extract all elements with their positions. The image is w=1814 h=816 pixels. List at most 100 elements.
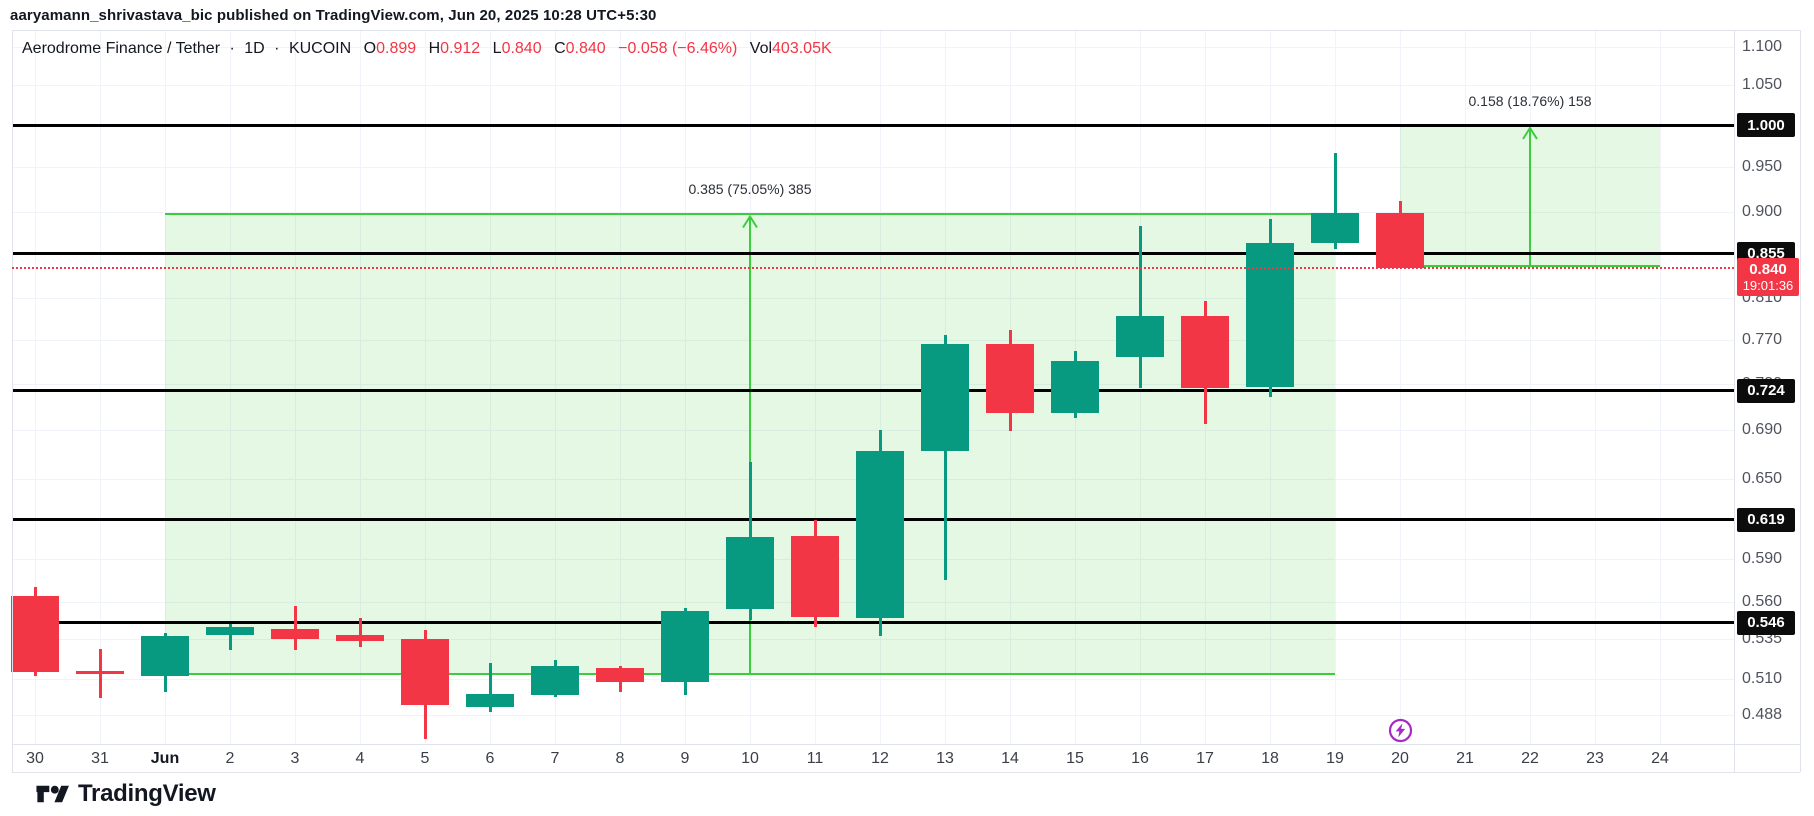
price-axis-tick: 1.050 (1742, 75, 1783, 93)
time-axis-label: 31 (91, 750, 109, 767)
vertical-gridline (555, 30, 556, 744)
vertical-gridline (165, 30, 166, 744)
time-axis-label: 10 (741, 750, 759, 767)
time-axis-separator[interactable] (12, 744, 1800, 745)
time-axis-label: 13 (936, 750, 954, 767)
candle-wick (294, 606, 297, 651)
close-value: 0.840 (565, 40, 606, 57)
candle-body (921, 344, 969, 451)
horizontal-gridline (12, 167, 1734, 169)
time-axis-label: 9 (680, 750, 690, 767)
candle-body (1051, 360, 1099, 413)
time-axis-label: 6 (485, 750, 495, 767)
price-axis-separator[interactable] (1734, 30, 1735, 772)
low-value: 0.840 (501, 40, 542, 57)
candle-body (1116, 315, 1164, 358)
price-range-label: 0.385 (75.05%) 385 (688, 181, 812, 198)
close-label: C (554, 40, 566, 57)
time-axis-label: 23 (1586, 750, 1604, 767)
vertical-gridline (360, 30, 361, 744)
published-header: aaryamann_shrivastava_bic published on T… (0, 0, 1814, 30)
symbol-title[interactable]: Aerodrome Finance / Tether (22, 40, 221, 57)
candle-wick (359, 618, 362, 648)
symbol-legend: Aerodrome Finance / Tether · 1D · KUCOIN… (22, 40, 832, 62)
candle-body (401, 639, 449, 706)
price-axis-tick: 0.900 (1742, 202, 1783, 220)
chart-frame-bottom (12, 772, 1800, 773)
candle-body (596, 667, 644, 683)
vertical-gridline (620, 30, 621, 744)
time-axis-label: 15 (1066, 750, 1084, 767)
candle-body (986, 344, 1034, 413)
price-range-box-bottom-edge (1400, 265, 1660, 268)
tradingview-logo-icon (36, 785, 69, 803)
chart-frame-right (1800, 30, 1801, 772)
time-axis-label: 20 (1391, 750, 1409, 767)
time-axis-label: 18 (1261, 750, 1279, 767)
candle-body (11, 596, 59, 673)
time-axis-label: 22 (1521, 750, 1539, 767)
lightning-bolt-icon (1395, 723, 1405, 738)
candle-body (1181, 315, 1229, 389)
horizontal-gridline (12, 430, 1734, 432)
tradingview-logo[interactable]: TradingView (36, 780, 216, 808)
horizontal-gridline (12, 639, 1734, 641)
open-value: 0.899 (376, 40, 417, 57)
price-axis-tick: 0.590 (1742, 550, 1783, 567)
time-axis-label: 21 (1456, 750, 1474, 767)
time-axis-label: 14 (1001, 750, 1019, 767)
price-axis-tick: 0.950 (1742, 158, 1783, 176)
vertical-gridline (1400, 30, 1401, 744)
idea-flash-icon[interactable] (1388, 718, 1413, 743)
chart-frame-left (12, 30, 13, 772)
vertical-gridline (1660, 30, 1661, 744)
price-range-box (1400, 125, 1660, 267)
price-axis-tick: 0.560 (1742, 592, 1783, 610)
candle-body (466, 693, 514, 707)
change-value: −0.058 (−6.46%) (618, 40, 738, 57)
horizontal-gridline (12, 383, 1734, 385)
candle-body (141, 636, 189, 676)
time-axis-label: 12 (871, 750, 889, 767)
price-axis-tick: 0.770 (1742, 330, 1783, 348)
open-label: O (363, 40, 377, 57)
vertical-gridline (880, 30, 881, 744)
candle-wick (489, 662, 492, 712)
footer: TradingView (0, 776, 1814, 816)
candle-wick (1139, 226, 1142, 389)
vertical-gridline (1335, 30, 1336, 744)
vertical-gridline (685, 30, 686, 744)
candle-body (1311, 212, 1359, 244)
candle-wick (1334, 152, 1337, 250)
legend-separator: · (229, 40, 235, 57)
tradingview-logo-text: TradingView (78, 780, 216, 807)
horizontal-level-line[interactable] (12, 389, 1734, 393)
horizontal-gridline (12, 678, 1734, 680)
time-axis-label: 2 (225, 750, 235, 767)
volume-value: 403.05K (772, 40, 832, 57)
horizontal-gridline (12, 715, 1734, 717)
horizontal-gridline (12, 339, 1734, 341)
time-axis-label: 11 (806, 750, 824, 767)
vertical-gridline (35, 30, 36, 744)
horizontal-level-line[interactable] (12, 252, 1734, 256)
price-axis-tick: 0.690 (1742, 421, 1783, 439)
high-label: H (428, 40, 441, 57)
time-axis-label: Jun (150, 750, 180, 767)
interval-label[interactable]: 1D (244, 40, 265, 57)
vertical-gridline (490, 30, 491, 744)
time-axis-label: 8 (615, 750, 625, 767)
vertical-gridline (1595, 30, 1596, 744)
price-axis-tick: 0.650 (1742, 470, 1783, 488)
horizontal-level-line[interactable] (12, 123, 1734, 127)
horizontal-level-line[interactable] (12, 621, 1734, 625)
chart-frame-top (12, 30, 1800, 31)
price-level-badge: 0.546 (1737, 610, 1795, 635)
candle-body (726, 536, 774, 610)
candle-body (271, 628, 319, 640)
vertical-gridline (1530, 30, 1531, 744)
time-axis-label: 17 (1196, 750, 1214, 767)
time-axis-label: 19 (1326, 750, 1344, 767)
vertical-gridline (815, 30, 816, 744)
